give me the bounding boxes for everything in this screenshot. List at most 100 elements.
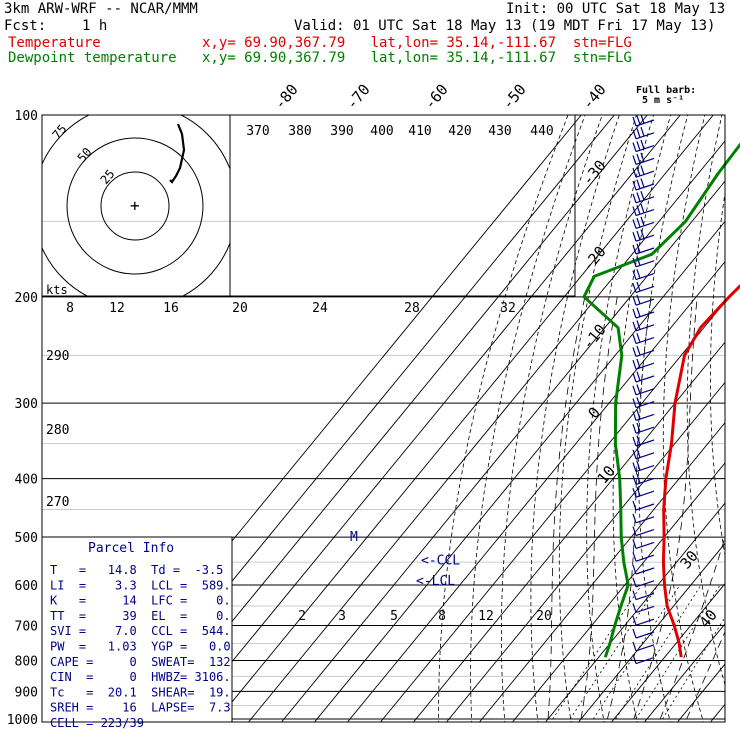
isotherm-line: [511, 462, 725, 722]
wind-barb: [632, 294, 655, 306]
dewpoint-legend-label: Dewpoint temperature: [8, 50, 177, 66]
pressure-label: 300: [15, 397, 38, 412]
parcel-info-row: SREH = 16 LAPSE= 7.3: [50, 701, 231, 715]
mixing-ratio-line: [615, 584, 702, 720]
isotherm-label: -10: [579, 321, 610, 353]
dry-adiabat: [530, 115, 620, 722]
theta-label: 410: [408, 124, 431, 139]
wind-barb: [632, 127, 655, 140]
wind-barb: [632, 486, 655, 498]
wind-barb: [632, 114, 655, 127]
dry-adiabat-label: 290: [46, 349, 69, 364]
pressure-label: 800: [15, 654, 38, 669]
wind-barb: [632, 243, 655, 255]
dry-adiabat: [686, 115, 725, 687]
wind-barb: [632, 564, 655, 575]
moist-adiabat: [607, 296, 652, 720]
wind-barb: [632, 139, 655, 153]
wind-barb: [632, 397, 655, 409]
wind-barb: [632, 641, 655, 652]
hodograph-speed-label: 16: [163, 301, 179, 316]
parcel-info-title: Parcel Info: [88, 541, 174, 556]
theta-label: 420: [448, 124, 471, 139]
isotherm-line: [709, 703, 725, 722]
wind-barb: [632, 320, 655, 332]
hodograph-ring-label: 25: [98, 167, 118, 187]
theta-label: 370: [246, 124, 269, 139]
moist-adiabat: [686, 630, 725, 720]
moist-adiabat: [659, 535, 725, 720]
pressure-label: 600: [15, 579, 38, 594]
barb-note-title: Full barb:: [636, 85, 696, 96]
dry-adiabat: [733, 115, 740, 732]
theta-label: 380: [288, 124, 311, 139]
hodograph-box: [41, 114, 576, 297]
parcel-info-row: CELL = 223/39: [50, 716, 144, 730]
pressure-label: 900: [15, 685, 38, 700]
mixing-ratio-label: 5: [390, 609, 398, 624]
wind-barb: [632, 281, 655, 293]
wind-barb: [632, 552, 655, 562]
isotherm-line: [247, 140, 725, 722]
wind-barb: [632, 448, 655, 460]
plot-frame: [41, 114, 726, 723]
isotherm-line: [610, 582, 725, 722]
hodograph-speed-label: 8: [66, 301, 74, 316]
dry-adiabat-label: 280: [46, 423, 69, 438]
wind-barb: [632, 603, 655, 613]
pressure-label: 1000: [7, 713, 38, 728]
parcel-info-row: Tc = 20.1 SHEAR= 19.: [50, 685, 231, 699]
theta-label: 390: [330, 124, 353, 139]
mixing-ratio-label: 2: [298, 609, 306, 624]
isotherm-label: -50: [499, 81, 530, 113]
mixing-ratio-label: 12: [478, 609, 494, 624]
wind-barb: [632, 409, 655, 421]
isotherm-label: -40: [579, 81, 610, 113]
isotherm-line: [445, 381, 725, 722]
m-marker: M: [350, 530, 358, 545]
hodograph-speed-label: 20: [232, 301, 248, 316]
mixing-ratio-line: [569, 584, 659, 720]
wind-barb: [632, 307, 655, 319]
wind-barb: [632, 229, 655, 242]
isotherm-line: [478, 421, 725, 722]
isotherm-line: [379, 301, 725, 722]
hodograph-ring-label: 50: [75, 145, 95, 165]
wind-barb: [632, 500, 655, 511]
hodograph-speed-label: 24: [312, 301, 328, 316]
moist-adiabat: [547, 296, 586, 720]
mixing-ratio-line: [552, 584, 642, 720]
isotherm-label: -60: [421, 81, 452, 113]
wind-barb: [632, 422, 655, 434]
isotherm-label: 0: [584, 404, 604, 422]
wind-barb: [632, 191, 655, 204]
forecast-value: 1 h: [82, 18, 108, 34]
wind-barb: [632, 435, 655, 447]
moist-adiabat: [633, 296, 698, 720]
wind-barb: [632, 577, 655, 588]
isotherm-line: [577, 542, 725, 722]
wind-barb: [632, 203, 655, 217]
wind-barb: [632, 269, 655, 281]
wind-barb: [632, 616, 655, 626]
pressure-label: 200: [15, 291, 38, 306]
wind-barb: [632, 473, 655, 485]
wind-barb: [632, 371, 655, 383]
hodograph-speed-label: 28: [404, 301, 420, 316]
barb-note-units: 5 m s⁻¹: [642, 95, 684, 106]
dry-adiabat: [438, 115, 569, 722]
wind-barb: [632, 256, 655, 268]
isotherm-label: -70: [343, 81, 374, 113]
mixing-ratio-label: 20: [536, 609, 552, 624]
isotherm-line: [280, 180, 725, 722]
dewpoint-legend-info: x,y= 69.90,367.79 lat,lon= 35.14,-111.67…: [202, 50, 632, 66]
hodograph-speed-label: 12: [109, 301, 125, 316]
hodograph-center-icon: +: [130, 196, 140, 215]
parcel-info-panel: [41, 536, 233, 723]
ccl-marker: <-CCL: [421, 553, 460, 568]
wind-barb: [632, 345, 655, 357]
wind-barb: [632, 513, 655, 524]
moist-adiabat: [580, 296, 618, 720]
hodograph-units: kts: [46, 283, 68, 297]
isotherm-label: 40: [695, 606, 720, 631]
